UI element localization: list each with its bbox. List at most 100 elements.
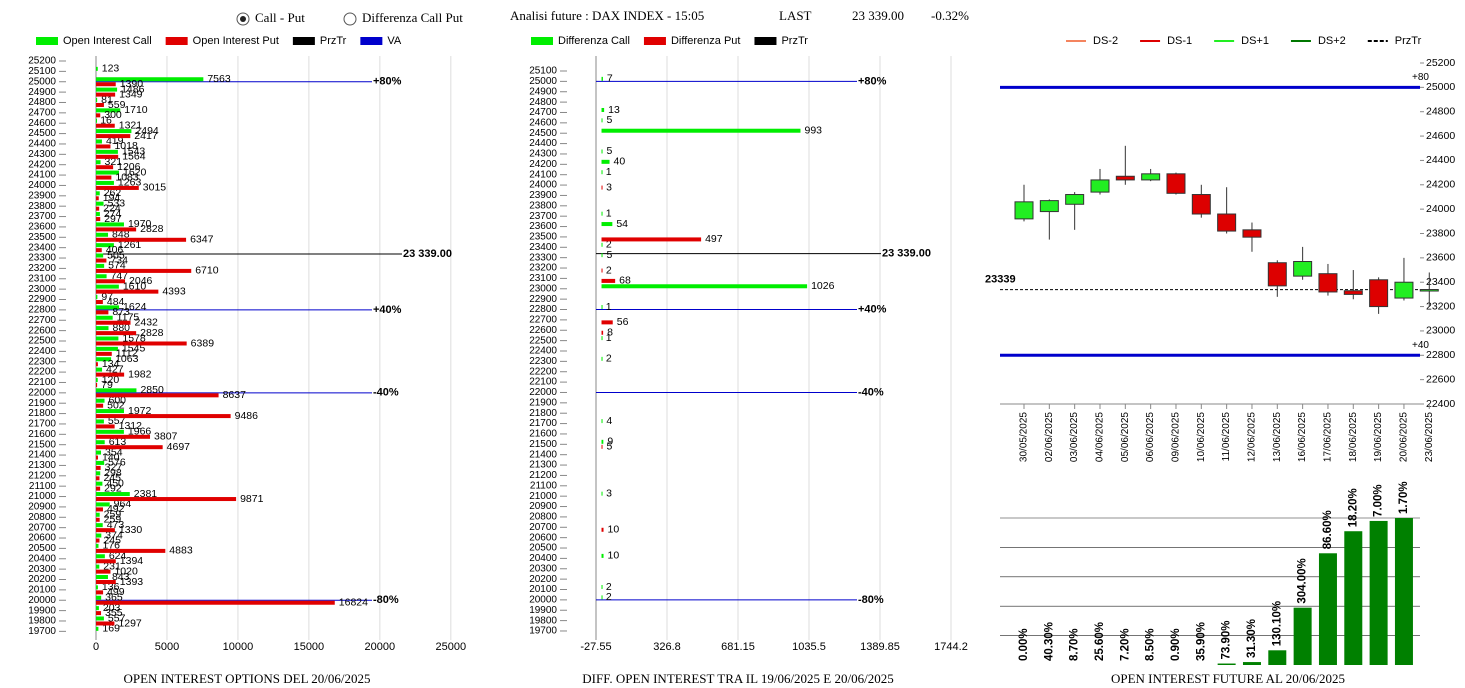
y-tick-label: 19700 xyxy=(28,626,56,637)
chart-title: OPEN INTEREST FUTURE AL 20/06/2025 xyxy=(1111,671,1345,686)
bar-label: 2432 xyxy=(135,317,159,329)
y-tick-label: 23000 xyxy=(1426,325,1455,337)
bar xyxy=(96,548,166,553)
bar-label: 16 xyxy=(100,115,112,127)
bar xyxy=(1242,662,1261,665)
bar xyxy=(96,206,100,211)
y-tick-label: 24500 xyxy=(28,128,56,139)
bar-label: 1020 xyxy=(114,565,138,577)
bar xyxy=(1369,520,1388,665)
bar xyxy=(96,284,119,289)
bar xyxy=(96,393,219,398)
bar xyxy=(601,320,613,325)
bar xyxy=(96,362,98,367)
bar-label: 300 xyxy=(104,109,122,121)
radio-dot xyxy=(240,16,246,22)
bar xyxy=(96,201,104,206)
bar xyxy=(96,414,231,419)
legend-label: PrzTr xyxy=(1395,35,1422,47)
bar-label: 374 xyxy=(105,529,123,541)
bar-label: 13 xyxy=(608,104,620,116)
radio-button[interactable] xyxy=(343,12,357,26)
y-tick-label: 24100 xyxy=(529,169,557,180)
bar-label: 245 xyxy=(103,472,121,484)
candle-body xyxy=(1039,200,1059,213)
bar-label: 298 xyxy=(104,467,122,479)
y-tick-label: 23200 xyxy=(529,263,557,274)
y-tick-label: 24400 xyxy=(529,138,557,149)
bar xyxy=(96,429,124,434)
y-tick-label: 22400 xyxy=(529,346,557,357)
y-tick-label: 21700 xyxy=(28,419,56,430)
x-tick-label: 04/06/2025 xyxy=(1094,412,1105,462)
bar xyxy=(601,118,603,123)
bar xyxy=(96,66,98,71)
candle-body xyxy=(1267,262,1287,287)
bar-label: 10 xyxy=(608,524,620,536)
candle-body xyxy=(1115,175,1135,181)
y-tick-label: 22000 xyxy=(529,387,557,398)
y-tick-label: 24200 xyxy=(529,159,557,170)
y-tick-label: 19900 xyxy=(28,605,56,616)
bar-label: 1 xyxy=(606,301,612,313)
bar xyxy=(96,320,131,325)
bar xyxy=(96,149,118,154)
bar xyxy=(96,170,119,175)
bar xyxy=(601,305,603,310)
candle-body xyxy=(1141,173,1161,181)
legend-label: PrzTr xyxy=(781,35,808,47)
y-tick-label: 24900 xyxy=(529,86,557,97)
bar xyxy=(601,356,603,361)
bar-label: 73.90% xyxy=(1221,621,1233,660)
bar-label: 259 xyxy=(104,514,122,526)
bar xyxy=(96,253,104,258)
bar xyxy=(96,528,115,533)
radio-label[interactable]: Call - Put xyxy=(255,10,305,25)
bar-label: 18.20% xyxy=(1347,488,1359,527)
y-tick-label: 19700 xyxy=(529,626,557,637)
y-tick-label: 19800 xyxy=(28,616,56,627)
x-tick-label: 16/06/2025 xyxy=(1297,412,1308,462)
y-tick-label: 24000 xyxy=(529,180,557,191)
x-tick-label: 23/06/2025 xyxy=(1424,412,1435,462)
bar xyxy=(601,419,603,424)
y-tick-label: 23700 xyxy=(28,211,56,222)
level-label: +40% xyxy=(858,303,887,315)
legend-label: Open Interest Call xyxy=(63,35,152,47)
bar-label: 993 xyxy=(804,125,822,137)
y-tick-label: 20700 xyxy=(529,522,557,533)
bar-label: 54 xyxy=(616,218,628,230)
y-tick-label: 24800 xyxy=(529,97,557,108)
bar-label: 25.60% xyxy=(1094,622,1106,661)
y-tick-label: 20400 xyxy=(529,553,557,564)
bar-label: 1393 xyxy=(120,576,144,588)
bar xyxy=(96,357,112,362)
bar xyxy=(96,543,99,548)
bar-label: 6710 xyxy=(195,265,219,277)
bar-label: 1394 xyxy=(120,555,144,567)
y-tick-label: 21200 xyxy=(529,470,557,481)
bar xyxy=(96,585,98,590)
chart-title: DIFF. OPEN INTEREST TRA IL 19/06/2025 E … xyxy=(582,671,893,686)
x-tick-label: 05/06/2025 xyxy=(1120,412,1131,462)
bar-label: 4393 xyxy=(162,285,186,297)
bar-label: 7 xyxy=(607,73,613,85)
bar-label: 169 xyxy=(102,623,120,635)
bar xyxy=(601,336,603,341)
y-tick-label: 24100 xyxy=(28,170,56,181)
bar-label: 194 xyxy=(103,192,121,204)
x-tick-label: 17/06/2025 xyxy=(1322,412,1333,462)
y-tick-label: 22500 xyxy=(529,335,557,346)
bar-label: 1206 xyxy=(117,161,141,173)
y-tick-label: 22800 xyxy=(1426,349,1455,361)
candle-body xyxy=(1014,201,1034,220)
y-tick-label: 22200 xyxy=(28,367,56,378)
bar xyxy=(96,196,99,201)
radio-label[interactable]: Differenza Call Put xyxy=(362,10,463,25)
y-tick-label: 22400 xyxy=(1426,398,1455,410)
y-tick-label: 23400 xyxy=(28,242,56,253)
y-tick-label: 21300 xyxy=(28,460,56,471)
bar-label: 259 xyxy=(104,509,122,521)
legend-label: DS-1 xyxy=(1167,35,1192,47)
bar xyxy=(1394,518,1413,665)
